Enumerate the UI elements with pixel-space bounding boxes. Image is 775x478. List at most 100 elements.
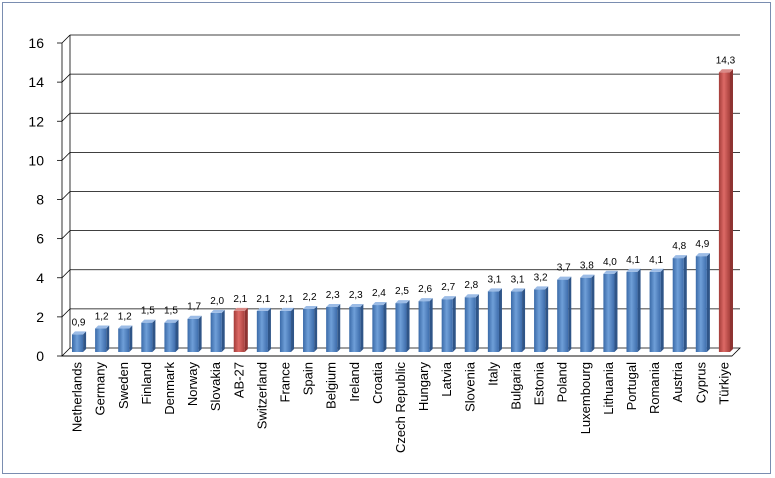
x-tick-label: Poland [555, 362, 570, 402]
bar-face [557, 279, 569, 352]
gridline-side [61, 73, 71, 83]
value-label: 1,2 [118, 312, 132, 323]
bar-face [464, 297, 476, 352]
bar-face [279, 310, 292, 352]
bar [303, 305, 318, 352]
bar-face [187, 318, 199, 352]
bar-face [141, 322, 153, 352]
bar-top [603, 270, 618, 274]
bar [718, 69, 733, 352]
bar-side [106, 325, 110, 352]
x-tick-label: Italy [485, 362, 500, 386]
x-tick-label: Türkiye [716, 362, 731, 405]
bar-face [164, 322, 176, 352]
bar-face [580, 277, 592, 352]
bar-face [395, 303, 407, 352]
x-tick-label: Belgium [324, 362, 339, 409]
value-label: 1,7 [187, 302, 201, 313]
bar [580, 274, 595, 352]
bar-top [233, 307, 248, 311]
bar-face [372, 305, 384, 352]
bar-top [303, 305, 318, 309]
gridline-side [61, 308, 71, 318]
gridline-side [61, 269, 71, 279]
y-tick-label: 10 [28, 152, 44, 168]
bar-side [221, 309, 225, 352]
bar-face [118, 328, 130, 352]
bar-top [557, 276, 572, 280]
bar-top [695, 253, 710, 257]
bar-side [383, 302, 387, 352]
value-label: 4,0 [603, 257, 617, 268]
value-label: 2,6 [418, 284, 432, 295]
value-label: 2,0 [210, 296, 224, 307]
value-label: 2,1 [233, 294, 247, 305]
x-tick-label: Croatia [370, 361, 385, 404]
x-tick-label: Slovenia [462, 361, 477, 412]
bar [279, 307, 295, 352]
gridline-side [61, 230, 71, 239]
bar-side [637, 268, 641, 352]
value-label: 3,1 [511, 274, 525, 285]
y-tick-label: 4 [36, 270, 44, 286]
bar [72, 331, 87, 352]
y-tick-label: 14 [28, 74, 44, 90]
gridline-side [61, 34, 71, 44]
bar-side [83, 331, 87, 352]
x-tick-label: Switzerland [254, 362, 269, 429]
x-tick-label: Bulgaria [509, 361, 524, 409]
bar-face [626, 271, 638, 352]
value-label: 3,2 [534, 272, 548, 283]
value-label: 2,4 [372, 288, 386, 299]
bar-side [267, 307, 271, 352]
bar-top [626, 268, 641, 272]
bar-face [441, 299, 453, 352]
bar-face [95, 328, 107, 352]
value-label: 4,1 [649, 255, 663, 266]
bar-face [210, 312, 222, 352]
bar [233, 307, 248, 352]
bar-face [303, 308, 315, 352]
bar-side [452, 296, 456, 352]
value-label: 3,1 [487, 274, 501, 285]
bar [164, 319, 179, 352]
bar-top [326, 304, 341, 308]
bar [210, 309, 225, 352]
value-label: 2,1 [256, 294, 270, 305]
x-tick-label: Finland [139, 362, 154, 405]
x-tick-label: Estonia [532, 361, 547, 405]
gridline-side [61, 112, 71, 122]
value-label: 0,9 [72, 317, 86, 328]
bar-side [683, 255, 687, 352]
x-tick-label: Latvia [439, 361, 454, 396]
x-axis-labels: Netherlands Germany Sweden Finland Denmark No… [70, 361, 732, 453]
bars [72, 69, 733, 352]
value-label: 2,2 [303, 292, 317, 303]
value-label: 2,7 [441, 282, 455, 293]
bar-top [418, 298, 433, 302]
bar [534, 286, 549, 352]
bar-face [510, 291, 523, 352]
bar-top [95, 325, 110, 329]
bar-top [534, 286, 549, 290]
value-label: 4,8 [672, 241, 686, 252]
bar [187, 315, 202, 352]
value-label: 3,8 [580, 261, 594, 272]
value-label: 1,5 [141, 306, 155, 317]
value-label: 2,3 [349, 290, 363, 301]
bar-side [729, 69, 733, 352]
value-label: 2,5 [395, 286, 409, 297]
bar-side [660, 268, 664, 352]
bar-top [164, 319, 179, 323]
y-tick-label: 12 [28, 113, 44, 129]
bar-side [314, 305, 318, 352]
bar-face [233, 310, 245, 352]
bar-side [498, 288, 502, 352]
bar-side [175, 319, 179, 352]
value-label: 1,5 [164, 306, 178, 317]
bar [418, 298, 433, 352]
gridline-side [61, 191, 71, 200]
bar-side [152, 319, 156, 352]
bar-top [649, 268, 664, 272]
